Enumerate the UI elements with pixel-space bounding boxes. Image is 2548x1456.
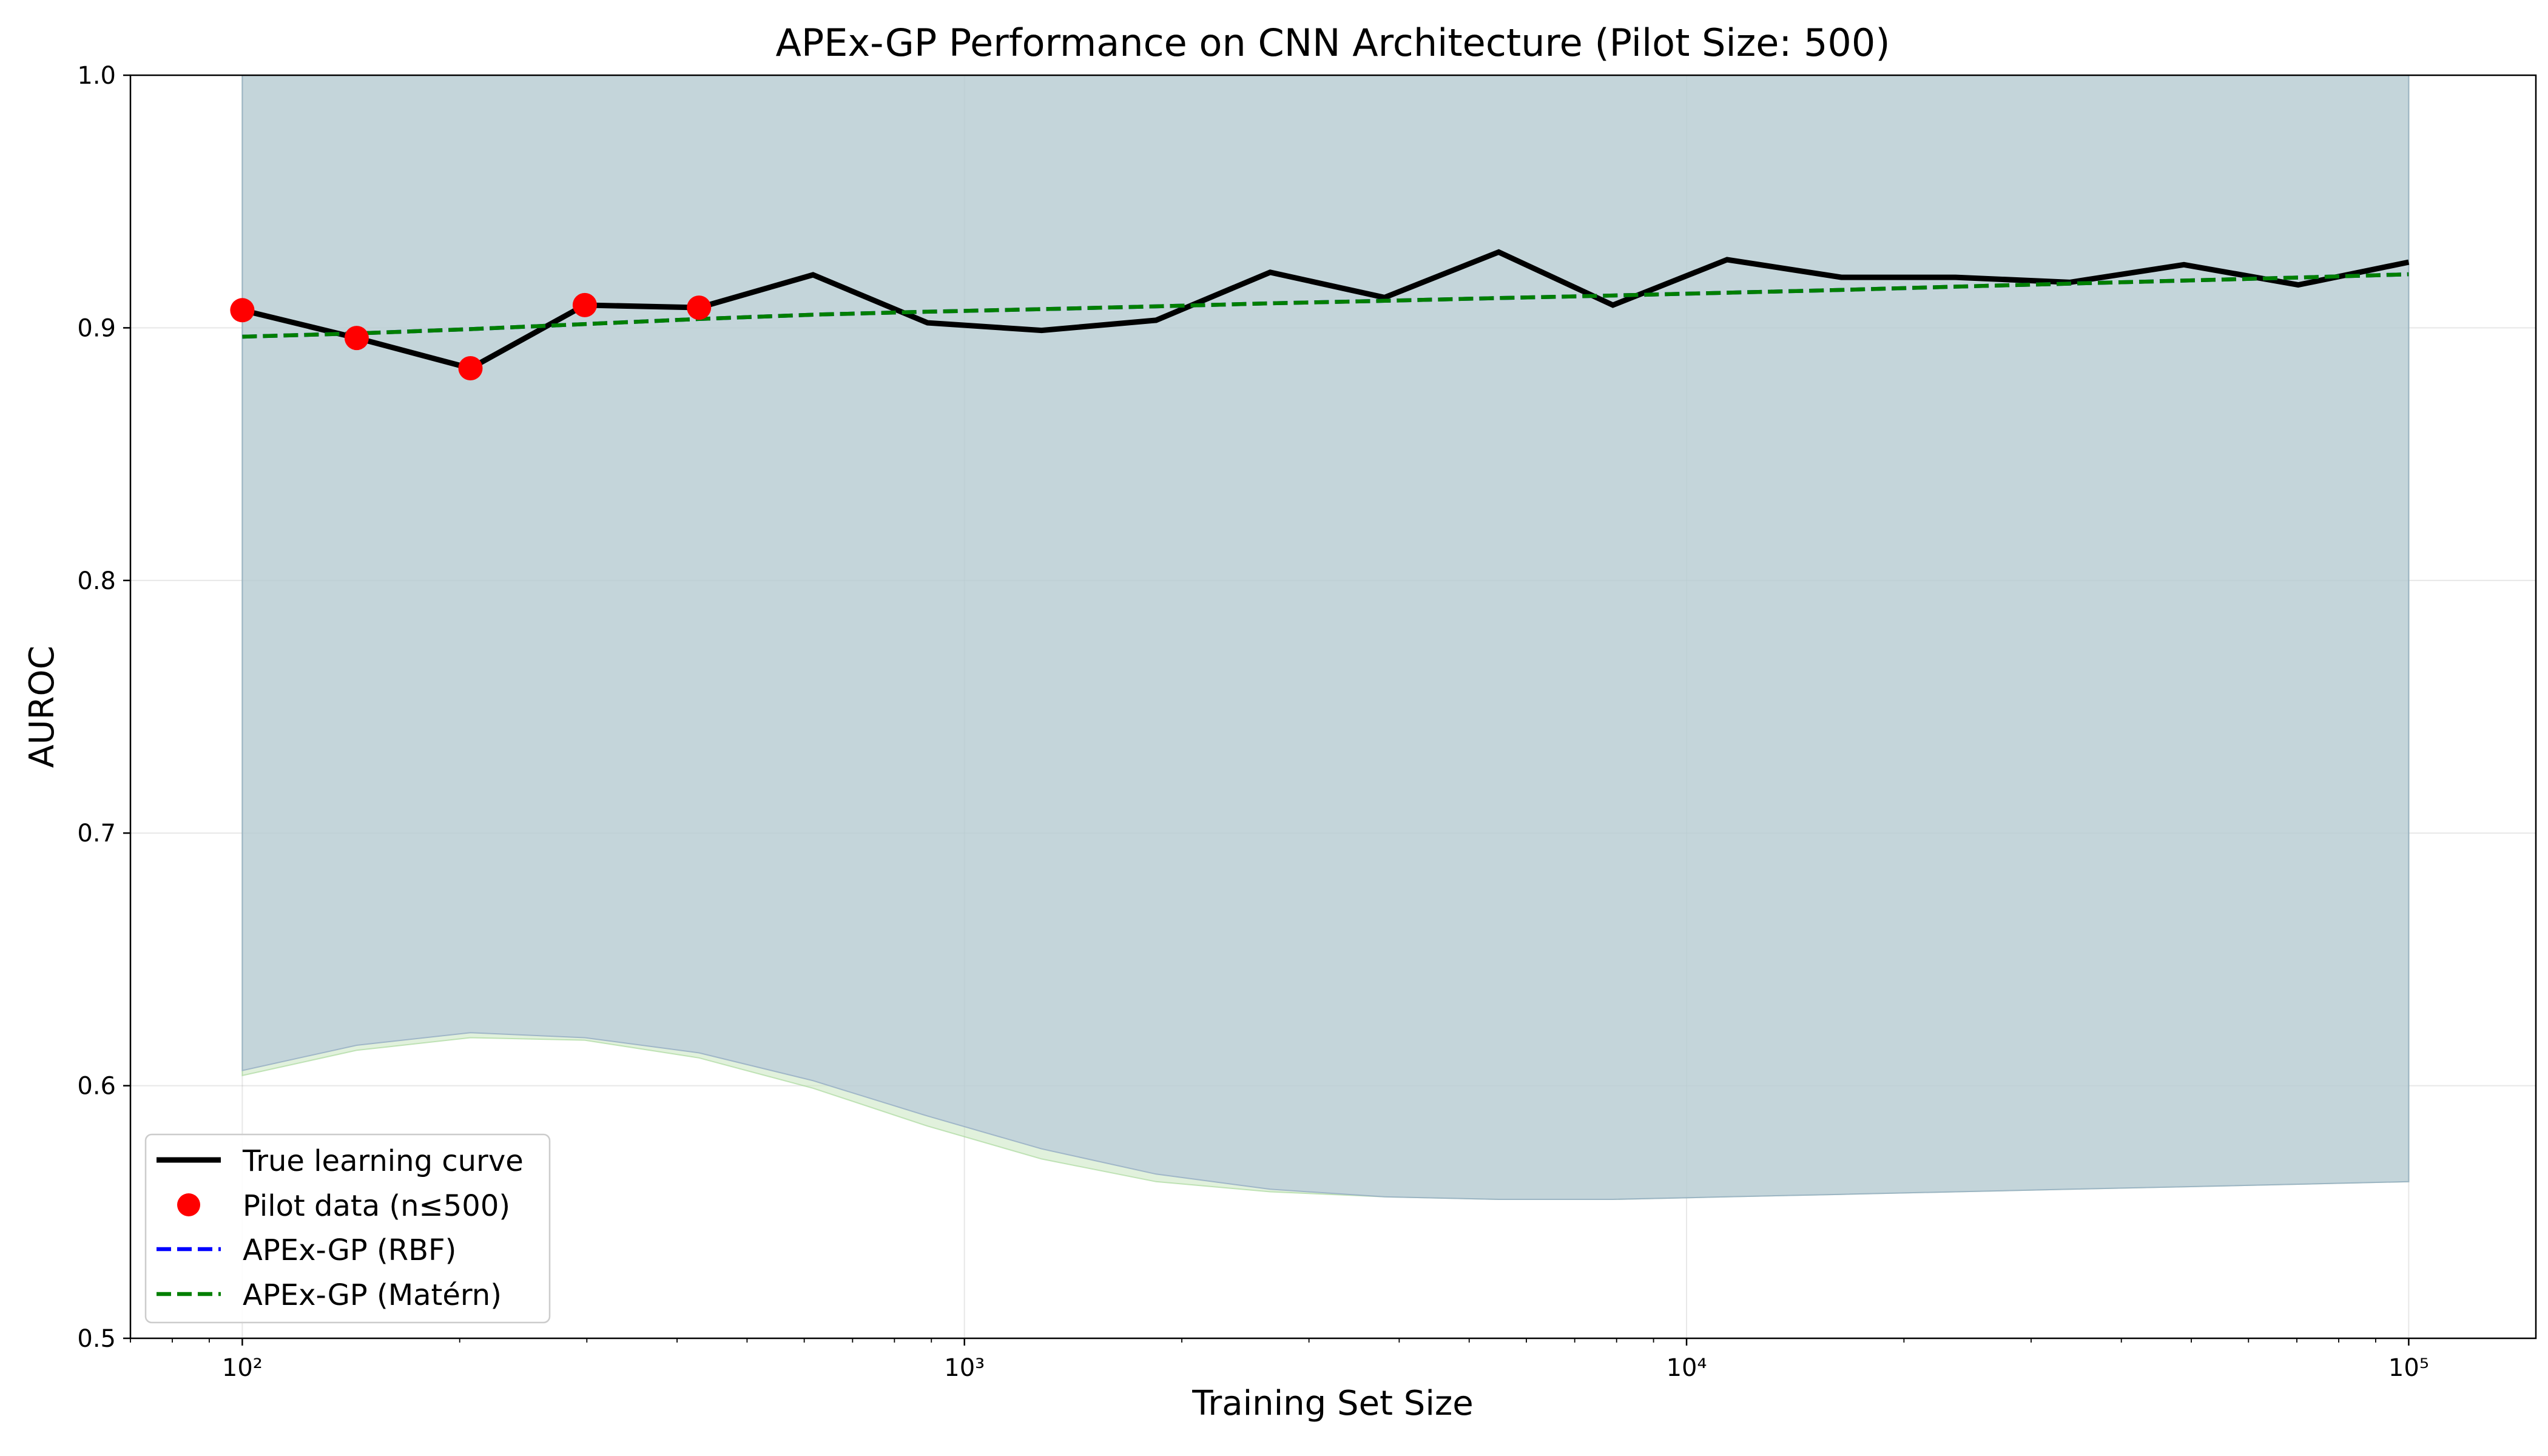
- y-tick-label-3: 0.8: [77, 567, 116, 595]
- series-lines: [241, 249, 2410, 371]
- matern-mean-line: [242, 272, 2409, 339]
- x-tick-label-0: 10²: [222, 1354, 263, 1382]
- pilot-points: [230, 292, 712, 380]
- x-tick-label-2: 10⁴: [1667, 1354, 1707, 1382]
- rbf-confidence-band: [241, 75, 2410, 1200]
- confidence-bands: [241, 75, 2410, 1200]
- y-tick-label-5: 1.0: [77, 62, 116, 90]
- legend-rbf-label: APEx-GP (RBF): [243, 1233, 456, 1267]
- pilot-point: [572, 292, 597, 317]
- x-tick-label-3: 10⁵: [2388, 1354, 2429, 1382]
- plot-frame: [129, 74, 2537, 1340]
- legend-pilot-label: Pilot data (n≤500): [243, 1189, 510, 1223]
- legend-true-curve-label: True learning curve: [242, 1144, 524, 1178]
- pilot-point: [458, 356, 483, 380]
- x-tick-label-1: 10³: [944, 1354, 985, 1382]
- chart-title: APEx-GP Performance on CNN Architecture …: [775, 21, 1890, 65]
- pilot-point: [344, 326, 369, 351]
- legend-pilot-swatch: [177, 1193, 200, 1216]
- y-tick-label-1: 0.6: [77, 1073, 116, 1100]
- legend-matern-label: APEx-GP (Matérn): [243, 1278, 502, 1312]
- true-learning-curve-line: [241, 249, 2410, 371]
- legend-box: [144, 1133, 551, 1324]
- x-axis-label: Training Set Size: [1191, 1384, 1473, 1423]
- y-axis-label: AUROC: [22, 645, 62, 767]
- pilot-point: [687, 295, 712, 320]
- y-tick-label-4: 0.9: [77, 314, 116, 342]
- pilot-point: [230, 298, 255, 323]
- legend: True learning curve Pilot data (n≤500) A…: [144, 1133, 551, 1324]
- y-tick-label-0: 0.5: [77, 1325, 116, 1353]
- axis-ticks: 0.5 0.6 0.7 0.8 0.9 1.0 10² 10³ 10⁴ 10⁵: [77, 62, 2428, 1382]
- y-tick-label-2: 0.7: [77, 820, 116, 848]
